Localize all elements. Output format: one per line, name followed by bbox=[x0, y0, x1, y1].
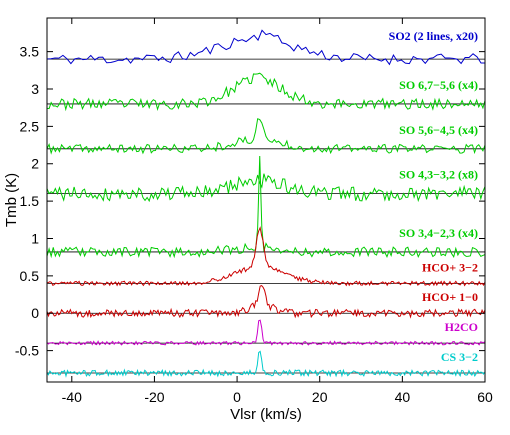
spectrum-line bbox=[46, 118, 486, 155]
y-tick-label: -0.5 bbox=[15, 343, 39, 359]
spectrum-line bbox=[46, 319, 486, 346]
series-label: SO 5,6−4,5 (x4) bbox=[399, 123, 478, 137]
x-tick-label: 40 bbox=[395, 389, 411, 405]
y-tick-label: 1.5 bbox=[20, 193, 40, 209]
y-tick-label: 0.5 bbox=[20, 268, 40, 284]
y-tick-label: 2 bbox=[31, 156, 39, 172]
spectrum-line bbox=[46, 155, 486, 259]
series-label: CS 3−2 bbox=[441, 350, 478, 364]
y-axis-title: Tmb (K) bbox=[3, 173, 20, 227]
series-label: HCO+ 1−0 bbox=[422, 290, 478, 304]
x-tick-label: 0 bbox=[233, 389, 241, 405]
x-axis: -40 -20 0 20 40 60 bbox=[62, 18, 493, 405]
spectrum-line bbox=[46, 350, 486, 378]
series-label: SO 3,4−2,3 (x4) bbox=[399, 226, 478, 240]
series-label: SO 4,3−3,2 (x8) bbox=[399, 168, 478, 182]
series-group bbox=[46, 29, 486, 378]
spectrum-line bbox=[46, 29, 486, 66]
y-tick-label: 2.5 bbox=[20, 118, 40, 134]
series-label: H2CO bbox=[445, 320, 478, 334]
plot-frame bbox=[46, 17, 486, 383]
y-tick-label: 1 bbox=[31, 230, 39, 246]
y-tick-label: 0 bbox=[31, 305, 39, 321]
x-tick-label: -20 bbox=[144, 389, 164, 405]
y-tick-label: 3.5 bbox=[20, 44, 40, 60]
y-axis: -0.5 0 0.5 1 1.5 2 2.5 3 3.5 bbox=[15, 44, 485, 359]
x-tick-label: 60 bbox=[477, 389, 493, 405]
x-tick-label: -40 bbox=[62, 389, 82, 405]
spectrum-line bbox=[46, 226, 486, 287]
spectrum-line bbox=[46, 284, 486, 319]
x-axis-title: Vlsr (km/s) bbox=[230, 406, 302, 423]
y-tick-label: 3 bbox=[31, 81, 39, 97]
x-tick-label: 20 bbox=[312, 389, 328, 405]
spectrum-line bbox=[46, 72, 486, 112]
series-label: SO 6,7−5,6 (x4) bbox=[399, 78, 478, 92]
series-label: SO2 (2 lines, x20) bbox=[389, 29, 478, 43]
series-label: HCO+ 3−2 bbox=[422, 260, 478, 274]
series-labels: SO2 (2 lines, x20) SO 6,7−5,6 (x4) SO 5,6−… bbox=[389, 29, 478, 364]
spectrum-line bbox=[46, 173, 486, 203]
